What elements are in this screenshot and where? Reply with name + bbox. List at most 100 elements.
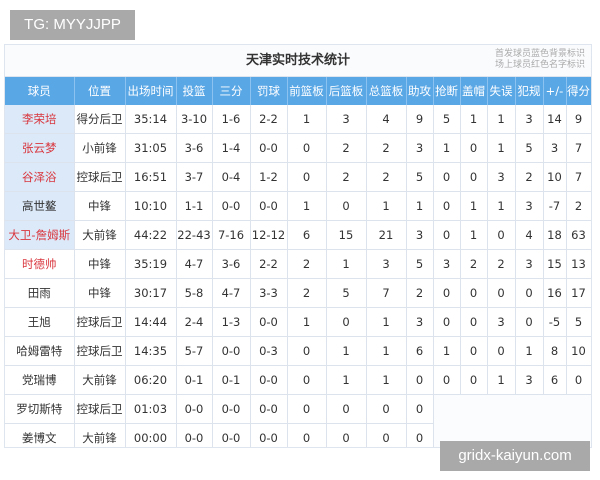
player-name[interactable]: 李荣培 <box>5 105 75 134</box>
stat-cell: 2 <box>366 162 407 192</box>
legend-starter: 首发球员蓝色背景标识 <box>494 49 585 59</box>
watermark-bottom: gridx-kaiyun.com <box>440 441 590 471</box>
stat-cell: 17 <box>566 278 591 308</box>
stat-cell: 4 <box>515 220 544 250</box>
stat-cell: 1 <box>487 365 516 395</box>
stat-cell: 0-0 <box>250 423 288 447</box>
stat-cell: 0-0 <box>212 394 251 424</box>
stat-cell: 22-43 <box>176 220 213 250</box>
stat-cell: 1 <box>433 133 461 163</box>
column-header[interactable]: +/- <box>543 77 567 105</box>
table-row: 哈姆雷特 控球后卫 14:35 5-7 0-0 0-3 0 1 1 6 1 0 0 1 8 10 <box>5 336 591 366</box>
stat-cell: 3 <box>406 307 434 337</box>
stat-cell: 0 <box>287 365 327 395</box>
column-header[interactable]: 抢断 <box>433 77 461 105</box>
column-header[interactable]: 盖帽 <box>460 77 488 105</box>
stat-cell: 4 <box>366 105 407 134</box>
stat-cell: 2 <box>566 191 591 221</box>
player-name[interactable]: 罗切斯特 <box>5 394 75 424</box>
stat-cell: 5-7 <box>176 336 213 366</box>
legend: 首发球员蓝色背景标识 场上球员红色名字标识 <box>495 49 585 71</box>
stat-cell: 大前锋 <box>74 423 126 447</box>
stat-cell: 3 <box>406 220 434 250</box>
column-header[interactable]: 总篮板 <box>366 77 407 105</box>
player-name[interactable]: 时德帅 <box>5 249 75 279</box>
stat-cell: 2 <box>326 133 367 163</box>
column-header[interactable]: 三分 <box>212 77 251 105</box>
stat-cell: 3 <box>433 249 461 279</box>
stat-cell: 0-0 <box>212 423 251 447</box>
stat-cell: 0-0 <box>250 365 288 395</box>
column-header[interactable]: 投篮 <box>176 77 213 105</box>
column-header[interactable]: 球员 <box>5 77 75 105</box>
stat-cell: 1-1 <box>176 191 213 221</box>
stat-cell: 35:14 <box>125 105 177 134</box>
column-header[interactable]: 助攻 <box>406 77 434 105</box>
column-header[interactable]: 前篮板 <box>287 77 327 105</box>
player-name[interactable]: 党瑞博 <box>5 365 75 395</box>
stat-cell: 0-0 <box>250 191 288 221</box>
stat-cell: 10:10 <box>125 191 177 221</box>
stat-cell: 0 <box>460 133 488 163</box>
stat-cell: 0-0 <box>250 394 288 424</box>
stat-cell: 0 <box>487 278 516 308</box>
stat-cell: 35:19 <box>125 249 177 279</box>
stat-cell: 1 <box>326 365 367 395</box>
stat-cell: 3 <box>543 133 567 163</box>
stat-cell: 4-7 <box>176 249 213 279</box>
stat-cell: 0-1 <box>212 365 251 395</box>
stat-cell: 0 <box>460 278 488 308</box>
column-header[interactable]: 后篮板 <box>326 77 367 105</box>
column-header[interactable]: 失误 <box>487 77 516 105</box>
stat-cell: 0 <box>515 278 544 308</box>
stat-cell: 1 <box>326 336 367 366</box>
stat-cell: 1 <box>366 307 407 337</box>
table-row: 党瑞博 大前锋 06:20 0-1 0-1 0-0 0 1 1 0 0 0 1 3 6 0 <box>5 365 591 395</box>
stat-cell: 1 <box>460 220 488 250</box>
stat-cell: 0 <box>433 162 461 192</box>
stat-cell: 10 <box>543 162 567 192</box>
column-header[interactable]: 得分 <box>566 77 591 105</box>
player-name[interactable]: 王旭 <box>5 307 75 337</box>
player-name[interactable]: 张云梦 <box>5 133 75 163</box>
stat-cell: 00:00 <box>125 423 177 447</box>
stat-cell: 1 <box>460 191 488 221</box>
column-header[interactable]: 犯规 <box>515 77 544 105</box>
stat-cell: 9 <box>566 105 591 134</box>
stat-cell: 6 <box>287 220 327 250</box>
empty-cell <box>460 394 487 424</box>
player-name[interactable]: 大卫-詹姆斯 <box>5 220 75 250</box>
player-name[interactable]: 哈姆雷特 <box>5 336 75 366</box>
stat-cell: 15 <box>326 220 367 250</box>
stat-cell: 小前锋 <box>74 133 126 163</box>
empty-cell <box>543 394 566 424</box>
stat-cell: 0 <box>326 423 367 447</box>
stat-cell: 7 <box>566 133 591 163</box>
player-name[interactable]: 姜博文 <box>5 423 75 447</box>
player-name[interactable]: 谷泽浴 <box>5 162 75 192</box>
watermark-top: TG: MYYJJPP <box>10 10 135 40</box>
player-name[interactable]: 高世鳌 <box>5 191 75 221</box>
stat-cell: 3-6 <box>176 133 213 163</box>
stat-cell: 1 <box>287 307 327 337</box>
stat-cell: 1 <box>366 365 407 395</box>
stat-cell: 2 <box>515 162 544 192</box>
stat-cell: 2 <box>487 249 516 279</box>
stat-cell: 1 <box>487 191 516 221</box>
stat-cell: 14:35 <box>125 336 177 366</box>
stat-cell: 0-0 <box>250 307 288 337</box>
column-header[interactable]: 罚球 <box>250 77 288 105</box>
table-row: 王旭 控球后卫 14:44 2-4 1-3 0-0 1 0 1 3 0 0 3 0 -5 5 <box>5 307 591 337</box>
column-header[interactable]: 出场时间 <box>125 77 177 105</box>
table-row: 大卫-詹姆斯 大前锋 44:22 22-43 7-16 12-12 6 15 21 3 0 1 0 4 18… <box>5 220 591 250</box>
player-name[interactable]: 田雨 <box>5 278 75 308</box>
stat-cell: 3 <box>515 191 544 221</box>
empty-cell <box>487 394 515 424</box>
stat-cell: -7 <box>543 191 567 221</box>
stat-cell: 5 <box>433 105 461 134</box>
stat-cell: 0-3 <box>250 336 288 366</box>
stat-cell: 0 <box>406 423 434 447</box>
stat-cell: 6 <box>543 365 567 395</box>
stat-cell: 控球后卫 <box>74 394 126 424</box>
column-header[interactable]: 位置 <box>74 77 126 105</box>
